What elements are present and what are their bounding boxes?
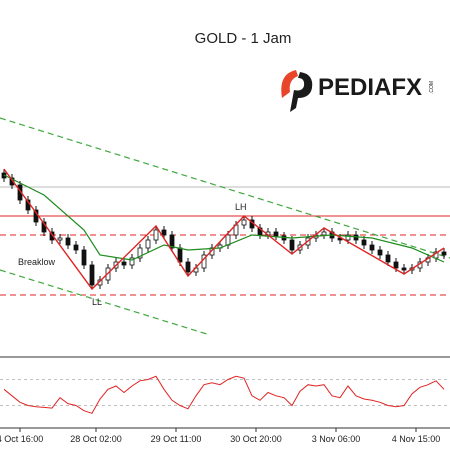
x-tick-label: 3 Nov 06:00 [312, 434, 361, 444]
chart-title: GOLD - 1 Jam [195, 30, 292, 47]
annotation: Breaklow [18, 257, 56, 267]
zigzag [3, 168, 445, 291]
channel-line [0, 269, 211, 336]
candle-body [241, 219, 247, 226]
candle-body [153, 229, 159, 241]
candle-body [161, 229, 167, 236]
x-tick-label: 30 Oct 20:00 [230, 434, 282, 444]
brand: PEDIAFX [318, 74, 422, 101]
rsi-line [3, 375, 445, 414]
brand-suffix: .COM [429, 81, 435, 94]
candle-body [361, 239, 367, 246]
x-tick-label: 4 Oct 16:00 [0, 434, 43, 444]
candle-body [401, 267, 407, 271]
candle-body [385, 254, 391, 263]
candle-body [345, 234, 351, 241]
candle-body [73, 244, 79, 251]
candle-body [121, 261, 127, 266]
candle-body [169, 234, 175, 249]
candle-body [377, 249, 383, 256]
candle-body [185, 261, 191, 273]
candle-body [321, 231, 327, 236]
candle-body [225, 234, 231, 246]
candle-body [441, 251, 447, 256]
channel-line [0, 117, 450, 259]
candle-body [81, 249, 87, 266]
x-tick-label: 28 Oct 02:00 [70, 434, 122, 444]
x-tick-label: 4 Nov 15:00 [392, 434, 441, 444]
candle-body [89, 264, 95, 286]
candle-body [177, 247, 183, 263]
logo-icon [281, 70, 313, 112]
candle-body [369, 244, 375, 251]
candle-body [273, 231, 279, 237]
candle-body [289, 239, 295, 251]
candle-body [129, 257, 135, 266]
candle-body [57, 237, 63, 241]
moving-average [3, 174, 445, 263]
candle-body [137, 247, 143, 259]
x-tick-label: 29 Oct 11:00 [151, 434, 202, 444]
candle-body [145, 239, 151, 249]
annotation: LL [92, 297, 102, 307]
annotation: LH [235, 202, 247, 212]
candle-body [65, 237, 71, 246]
candle-body [393, 261, 399, 269]
